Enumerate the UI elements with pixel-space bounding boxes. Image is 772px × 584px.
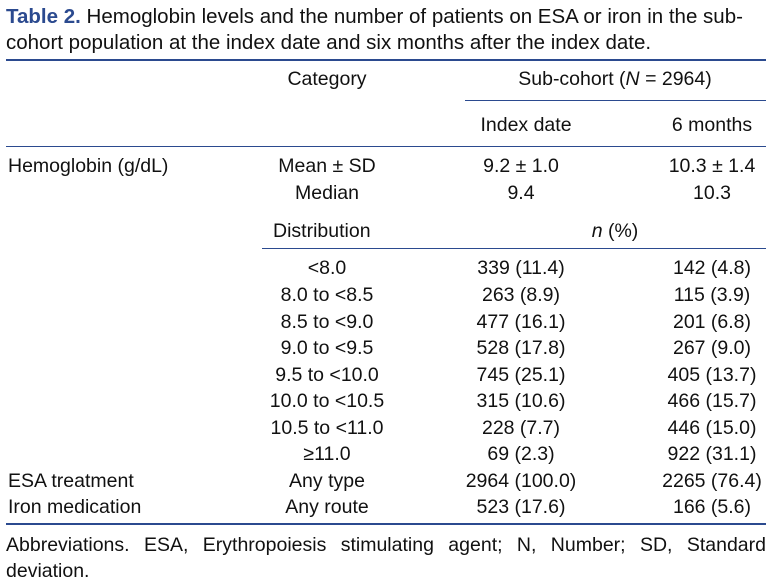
treatment-label: Iron medication	[8, 496, 142, 518]
treatment-category: Any type	[289, 470, 365, 492]
dist-index: 745 (25.1)	[476, 364, 566, 386]
dist-six: 466 (15.7)	[667, 390, 757, 412]
header-category: Category	[287, 68, 367, 90]
dist-category: 8.5 to <9.0	[280, 311, 374, 333]
header-rule	[6, 146, 766, 147]
treatment-category: Any route	[285, 496, 369, 518]
distribution-rule	[262, 248, 766, 249]
dist-six: 446 (15.0)	[667, 417, 757, 439]
treatment-index: 2964 (100.0)	[465, 470, 577, 492]
mean-index: 9.2 ± 1.0	[483, 155, 559, 177]
median-six-months: 10.3	[693, 182, 731, 204]
dist-category: <8.0	[307, 257, 347, 279]
dist-category: 10.0 to <10.5	[269, 390, 385, 412]
distribution-label: Distribution	[273, 220, 371, 242]
bottom-rule	[6, 523, 766, 525]
dist-six: 201 (6.8)	[672, 311, 752, 333]
dist-six: 267 (9.0)	[672, 337, 752, 359]
dist-index: 339 (11.4)	[477, 257, 565, 279]
median-label: Median	[295, 182, 359, 204]
dist-index: 315 (10.6)	[476, 390, 566, 412]
dist-index: 477 (16.1)	[476, 311, 566, 333]
header-subcohort: Sub-cohort (N = 2964)	[518, 68, 712, 90]
table-title: Hemoglobin levels and the number of pati…	[6, 5, 743, 54]
dist-index: 263 (8.9)	[481, 284, 561, 306]
dist-six: 405 (13.7)	[667, 364, 757, 386]
table-label: Table 2.	[6, 5, 81, 28]
table-footnote: Abbreviations. ESA, Erythropoiesis stimu…	[6, 534, 766, 582]
treatment-label: ESA treatment	[8, 470, 134, 492]
treatment-six: 166 (5.6)	[672, 496, 752, 518]
dist-index: 69 (2.3)	[487, 443, 555, 465]
hemoglobin-label: Hemoglobin (g/dL)	[8, 155, 169, 177]
header-index-date: Index date	[480, 114, 572, 136]
dist-category: 9.0 to <9.5	[280, 337, 374, 359]
treatment-index: 523 (17.6)	[476, 496, 566, 518]
dist-index: 228 (7.7)	[481, 417, 561, 439]
table-caption: Table 2. Hemoglobin levels and the numbe…	[6, 4, 766, 56]
dist-category: 9.5 to <10.0	[275, 364, 379, 386]
treatment-six: 2265 (76.4)	[662, 470, 762, 492]
dist-category: 10.5 to <11.0	[270, 417, 384, 439]
mean-label: Mean ± SD	[278, 155, 376, 177]
dist-six: 142 (4.8)	[672, 257, 752, 279]
dist-six: 922 (31.1)	[667, 443, 757, 465]
dist-index: 528 (17.8)	[476, 337, 566, 359]
n-percent-label: n (%)	[591, 220, 639, 242]
mean-six-months: 10.3 ± 1.4	[668, 155, 756, 177]
dist-category: ≥11.0	[303, 443, 351, 465]
subcohort-rule	[465, 100, 766, 101]
header-six-months: 6 months	[671, 114, 753, 136]
dist-six: 115 (3.9)	[673, 284, 751, 306]
top-rule	[6, 59, 766, 61]
median-index: 9.4	[507, 182, 535, 204]
dist-category: 8.0 to <8.5	[280, 284, 374, 306]
